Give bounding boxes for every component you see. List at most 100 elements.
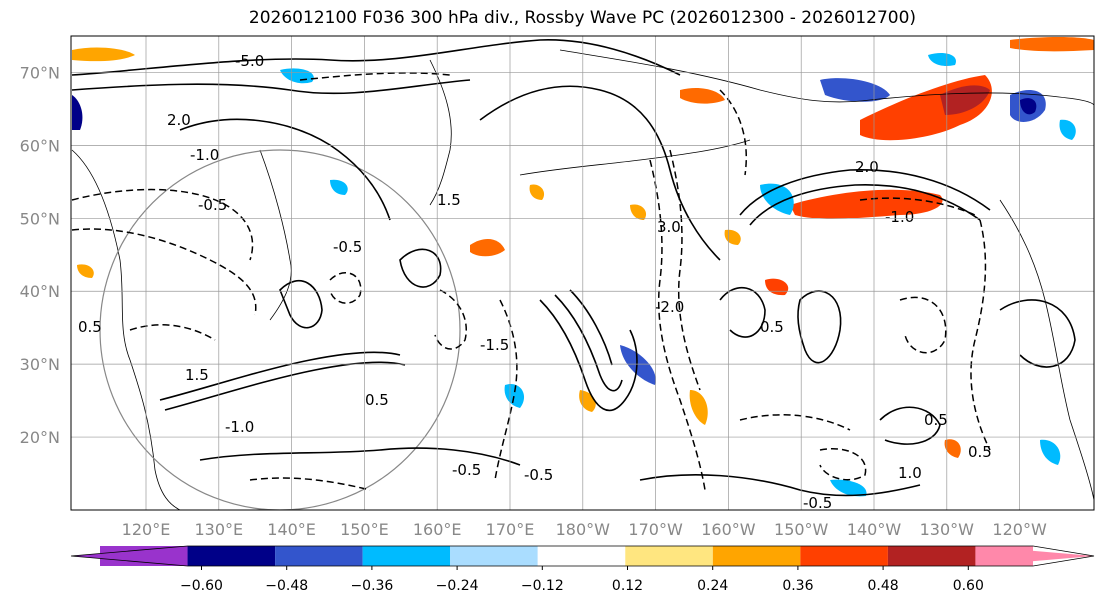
colorbar-tick-label: 0.36 xyxy=(782,578,813,594)
lon-label: 180°W xyxy=(556,520,611,539)
coast-na-west xyxy=(999,199,1094,501)
contour-labels: -5.0 2.0 -1.0 -0.5 1.5 0.5 -1.5 -2.0 3.0… xyxy=(78,52,992,512)
contour-label: 2.0 xyxy=(855,158,879,176)
contour-dashed-6 xyxy=(719,89,747,176)
contour-label: 3.0 xyxy=(657,218,681,236)
lon-label: 170°W xyxy=(628,520,683,539)
contour-dashed-3 xyxy=(494,299,518,481)
colorbar-tick-label: −0.36 xyxy=(350,578,393,594)
contour-label: -0.5 xyxy=(198,196,227,214)
shade-cyan-3 xyxy=(928,53,956,66)
contour-dashed-15 xyxy=(329,272,362,304)
colorbar-segment xyxy=(537,546,626,566)
contour-dashed-7 xyxy=(859,197,976,216)
contour-label: -0.5 xyxy=(803,494,832,512)
contour-dashed-5 xyxy=(669,149,701,391)
shade-blue-center-south xyxy=(620,345,656,385)
colorbar-segment xyxy=(800,546,888,566)
contour-solid-2 xyxy=(71,79,471,95)
map-plot-area: -5.0 2.0 -1.0 -0.5 1.5 0.5 -1.5 -2.0 3.0… xyxy=(71,36,1094,512)
shade-orange-6 xyxy=(77,264,94,278)
dashed-contours xyxy=(71,72,991,491)
shade-orange-9 xyxy=(724,229,741,245)
colorbar-tick-label: 0.48 xyxy=(868,578,899,594)
contour-label: -1.0 xyxy=(225,418,254,436)
shade-orange-nw xyxy=(72,47,135,62)
contour-label: -0.5 xyxy=(333,238,362,256)
contour-solid-18 xyxy=(879,406,941,445)
shade-cyan-5 xyxy=(830,479,867,497)
colorbar-segment xyxy=(275,546,363,566)
contour-label: 1.5 xyxy=(437,191,461,209)
lat-label: 70°N xyxy=(20,63,60,82)
coast-japan xyxy=(259,149,292,321)
colorbar-segment xyxy=(362,546,451,566)
contour-solid-16 xyxy=(639,474,921,497)
shade-orange-3 xyxy=(689,390,708,425)
contour-solid-15 xyxy=(199,447,521,466)
contour-dashed-2 xyxy=(71,228,257,316)
shade-blue-westedge xyxy=(72,95,83,130)
colorbar-segment xyxy=(887,546,976,566)
contour-label: -1.5 xyxy=(480,336,509,354)
contour-solid-8 xyxy=(749,183,981,226)
contour-label: -0.5 xyxy=(452,461,481,479)
colorbar-tick-label: −0.48 xyxy=(265,578,308,594)
contour-label: 1.0 xyxy=(898,464,922,482)
colorbar-tick-label: −0.12 xyxy=(521,578,564,594)
contour-solid-4 xyxy=(539,299,638,412)
contour-label: -5.0 xyxy=(235,52,264,70)
shade-orange-gulf xyxy=(790,189,943,219)
solid-contours xyxy=(71,39,1076,497)
contour-solid-3 xyxy=(479,85,721,261)
shade-navy-alaska-east xyxy=(1020,98,1037,115)
shade-blue-bering xyxy=(820,78,890,102)
colorbar-tick-label: 0.60 xyxy=(953,578,984,594)
lon-label: 160°W xyxy=(701,520,756,539)
lat-label: 50°N xyxy=(20,209,60,228)
colorbar-outline xyxy=(70,545,1095,567)
lon-label: 130°W xyxy=(920,520,975,539)
colorbar-segment xyxy=(712,546,801,566)
lon-label: 130°E xyxy=(194,520,243,539)
shade-orange-center xyxy=(470,238,505,257)
divergence-shading xyxy=(72,37,1094,497)
shade-cyan-4 xyxy=(330,179,348,195)
contour-solid-12 xyxy=(399,248,442,288)
lon-label: 170°E xyxy=(486,520,535,539)
contour-dashed-14 xyxy=(819,448,867,481)
colorbar-segment xyxy=(450,546,538,566)
shade-orange-8 xyxy=(529,184,545,200)
contour-label: 0.5 xyxy=(924,411,948,429)
lon-label: 120°W xyxy=(992,520,1047,539)
contour-dashed-16 xyxy=(129,324,216,341)
colorbar-tick-label: 0.12 xyxy=(612,578,643,594)
lon-label: 120°E xyxy=(122,520,171,539)
colorbar-segment xyxy=(187,546,276,566)
lon-label: 140°E xyxy=(267,520,316,539)
contour-dashed-12 xyxy=(249,477,371,491)
coast-east-asia xyxy=(71,149,181,510)
contour-label: 1.5 xyxy=(185,366,209,384)
shade-orange-2 xyxy=(579,390,596,412)
contour-label: -1.0 xyxy=(885,208,914,226)
gridlines xyxy=(71,36,1094,510)
contour-solid-11 xyxy=(279,279,323,329)
coastlines xyxy=(71,49,1094,510)
colorbar-tick-label: −0.60 xyxy=(180,578,223,594)
contour-solid-9 xyxy=(159,351,401,401)
colorbar-tick-label: 0.24 xyxy=(697,578,728,594)
shade-orange-7 xyxy=(630,204,647,220)
contour-dashed-13 xyxy=(739,414,851,431)
latitude-labels: 70°N 60°N 50°N 40°N 30°N 20°N xyxy=(20,63,60,447)
shade-orange-kamchatka xyxy=(680,88,725,104)
contour-label: 0.5 xyxy=(365,391,389,409)
contour-solid-7 xyxy=(739,168,991,216)
contour-dashed-11 xyxy=(970,219,991,451)
contour-solid-6 xyxy=(569,289,613,366)
contour-label: -2.0 xyxy=(655,298,684,316)
contour-dashed-4 xyxy=(649,159,706,491)
lon-label: 150°W xyxy=(774,520,829,539)
contour-label: 0.5 xyxy=(760,318,784,336)
